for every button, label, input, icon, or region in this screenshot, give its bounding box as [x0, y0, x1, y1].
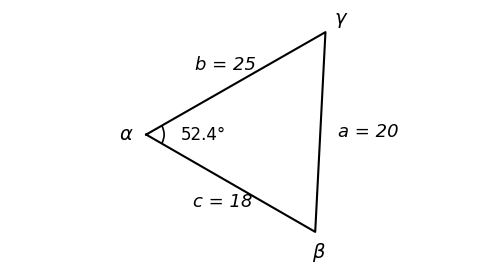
Text: β: β	[312, 243, 324, 262]
Text: 52.4°: 52.4°	[181, 126, 226, 144]
Text: α: α	[120, 125, 133, 144]
Text: a = 20: a = 20	[338, 123, 399, 141]
Text: b = 25: b = 25	[195, 56, 256, 74]
Text: γ: γ	[335, 9, 346, 28]
Text: c = 18: c = 18	[193, 193, 253, 211]
